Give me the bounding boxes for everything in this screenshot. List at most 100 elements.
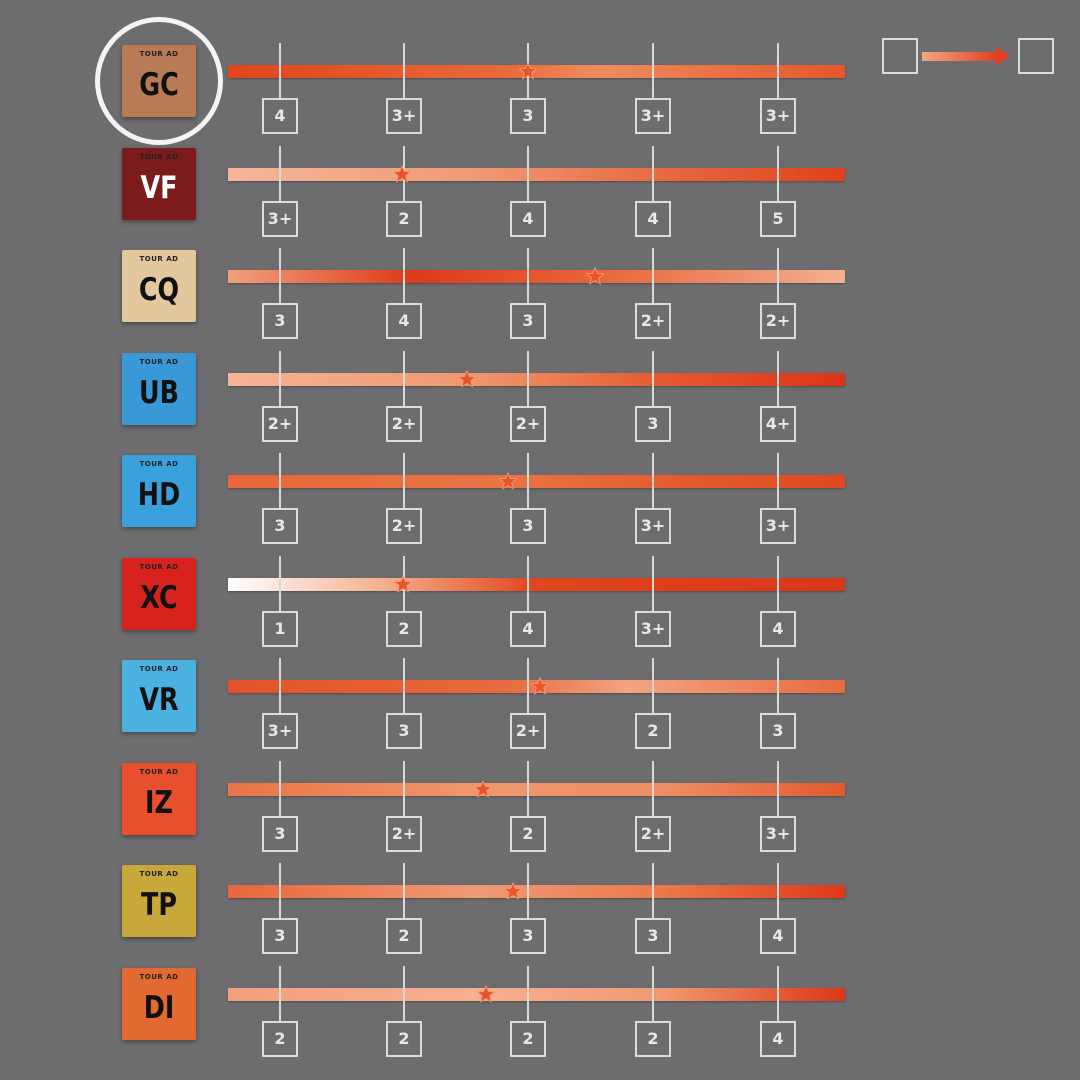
star-marker bbox=[519, 62, 537, 80]
row-badge: TOUR AD VR bbox=[122, 660, 196, 732]
rating-box: 2+ bbox=[262, 405, 298, 442]
rating-box: 2+ bbox=[635, 303, 671, 339]
badge-code: IZ bbox=[145, 784, 173, 821]
rating-box: 3+ bbox=[635, 508, 671, 544]
badge-tag: TOUR AD bbox=[139, 255, 179, 263]
tick-line bbox=[403, 43, 405, 98]
tick-line bbox=[279, 43, 281, 98]
legend-from bbox=[882, 38, 918, 74]
tick-line bbox=[652, 965, 654, 1021]
rating-box: 3 bbox=[635, 918, 671, 954]
rating-box: 3 bbox=[262, 303, 298, 339]
rating-box: 3 bbox=[262, 508, 298, 544]
rating-box: 2 bbox=[635, 713, 671, 749]
rating-box: 3 bbox=[262, 815, 298, 852]
legend-arrowhead bbox=[996, 46, 1010, 66]
row-badge: TOUR AD HD bbox=[122, 455, 196, 527]
rating-bar bbox=[228, 577, 845, 591]
rating-box: 4 bbox=[760, 918, 796, 954]
tick-line bbox=[279, 145, 281, 201]
tick-line bbox=[527, 658, 529, 713]
badge-code: VF bbox=[140, 169, 178, 206]
rating-box: 2+ bbox=[510, 405, 546, 442]
rating-box: 5 bbox=[760, 200, 796, 237]
row-badge: TOUR AD IZ bbox=[122, 762, 196, 835]
star-marker bbox=[504, 882, 522, 900]
badge-tag: TOUR AD bbox=[139, 870, 179, 878]
tick-line bbox=[652, 145, 654, 201]
rating-box: 3+ bbox=[386, 98, 422, 134]
rating-box: 4 bbox=[635, 200, 671, 237]
rating-box: 2+ bbox=[635, 815, 671, 852]
rating-bar bbox=[228, 885, 845, 898]
badge-tag: TOUR AD bbox=[139, 972, 179, 981]
rating-box: 1 bbox=[262, 610, 298, 647]
tick-line bbox=[403, 863, 405, 918]
rating-box: 4 bbox=[760, 610, 796, 647]
rating-box: 3 bbox=[635, 405, 671, 442]
star-marker bbox=[531, 677, 549, 695]
badge-code: CQ bbox=[138, 272, 180, 308]
tick-line bbox=[403, 453, 405, 508]
badge-tag: TOUR AD bbox=[139, 357, 179, 366]
rating-box: 2+ bbox=[510, 713, 546, 749]
rating-box: 4 bbox=[510, 610, 546, 647]
rating-box: 2 bbox=[386, 918, 422, 954]
tick-line bbox=[652, 760, 654, 816]
rating-box: 2+ bbox=[386, 508, 422, 544]
rating-box: 3+ bbox=[760, 815, 796, 852]
rating-bar bbox=[228, 65, 845, 78]
rating-box: 2 bbox=[635, 1020, 671, 1057]
star-marker bbox=[474, 779, 492, 798]
tick-line bbox=[652, 350, 654, 406]
tick-line bbox=[652, 863, 654, 918]
rating-box: 2 bbox=[386, 1020, 422, 1057]
tick-line bbox=[527, 145, 529, 201]
rating-bar bbox=[228, 372, 845, 386]
star-marker bbox=[477, 984, 495, 1003]
tick-line bbox=[527, 863, 529, 918]
tick-line bbox=[777, 658, 779, 713]
row-badge: TOUR AD DI bbox=[122, 967, 196, 1040]
star-marker bbox=[458, 369, 476, 388]
tick-line bbox=[403, 248, 405, 303]
tick-line bbox=[279, 863, 281, 918]
tick-line bbox=[279, 658, 281, 713]
star-marker bbox=[499, 472, 517, 490]
rating-box: 3+ bbox=[635, 98, 671, 134]
rating-box: 3+ bbox=[262, 713, 298, 749]
tick-line bbox=[403, 760, 405, 816]
rating-box: 3 bbox=[510, 303, 546, 339]
tick-line bbox=[652, 555, 654, 611]
rating-box: 2+ bbox=[386, 815, 422, 852]
rating-box: 3 bbox=[510, 508, 546, 544]
tick-line bbox=[777, 350, 779, 406]
tick-line bbox=[777, 145, 779, 201]
tick-line bbox=[777, 863, 779, 918]
tick-line bbox=[279, 965, 281, 1021]
tick-line bbox=[403, 658, 405, 713]
rating-box: 2+ bbox=[760, 303, 796, 339]
rating-box: 2 bbox=[262, 1020, 298, 1057]
rating-box: 3 bbox=[510, 98, 546, 134]
legend-arrow bbox=[922, 52, 998, 61]
tick-line bbox=[527, 248, 529, 303]
rating-box: 3 bbox=[510, 918, 546, 954]
badge-code: VR bbox=[139, 682, 179, 718]
badge-tag: TOUR AD bbox=[139, 562, 179, 571]
tick-line bbox=[279, 760, 281, 816]
rating-bar bbox=[228, 987, 845, 1001]
rating-box: 3+ bbox=[635, 610, 671, 647]
row-badge: TOUR AD CQ bbox=[122, 250, 196, 322]
tick-line bbox=[652, 453, 654, 508]
rating-box: 2 bbox=[386, 200, 422, 237]
tick-line bbox=[403, 965, 405, 1021]
rating-bar bbox=[228, 167, 845, 181]
row-badge: TOUR AD UB bbox=[122, 352, 196, 425]
rating-box: 4 bbox=[262, 98, 298, 134]
badge-code: TP bbox=[141, 887, 177, 923]
tick-line bbox=[527, 453, 529, 508]
tick-line bbox=[777, 555, 779, 611]
badge-code: HD bbox=[137, 477, 181, 513]
